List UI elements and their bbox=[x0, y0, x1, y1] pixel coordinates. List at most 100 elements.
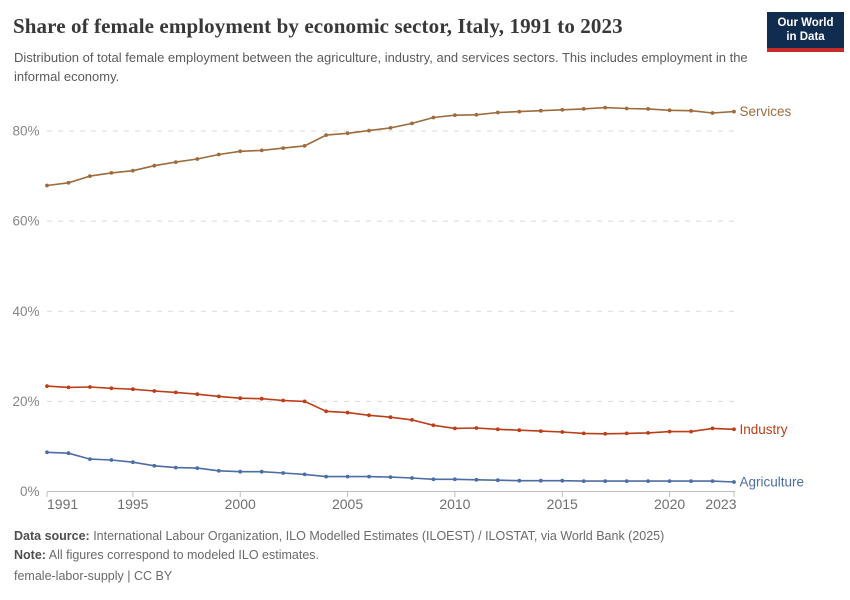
data-point[interactable] bbox=[667, 108, 672, 113]
data-point[interactable] bbox=[302, 399, 307, 404]
data-point[interactable] bbox=[66, 385, 71, 390]
data-point[interactable] bbox=[152, 463, 157, 468]
data-point[interactable] bbox=[388, 415, 393, 420]
data-point[interactable] bbox=[689, 479, 693, 483]
data-point[interactable] bbox=[560, 107, 565, 112]
data-point[interactable] bbox=[152, 389, 157, 393]
data-point[interactable] bbox=[131, 168, 135, 173]
data-point[interactable] bbox=[538, 478, 543, 483]
data-point[interactable] bbox=[710, 426, 715, 431]
data-point[interactable] bbox=[324, 133, 328, 138]
data-point[interactable] bbox=[45, 183, 49, 188]
data-point[interactable] bbox=[517, 478, 522, 483]
data-point[interactable] bbox=[603, 431, 608, 436]
data-point[interactable] bbox=[238, 149, 243, 154]
data-point[interactable] bbox=[646, 431, 650, 435]
data-point[interactable] bbox=[281, 146, 286, 151]
data-point[interactable] bbox=[495, 478, 500, 483]
data-point[interactable] bbox=[216, 394, 221, 399]
data-point[interactable] bbox=[66, 451, 71, 456]
data-point[interactable] bbox=[367, 128, 371, 133]
data-point[interactable] bbox=[624, 479, 629, 483]
data-point[interactable] bbox=[581, 107, 586, 111]
data-point[interactable] bbox=[646, 107, 650, 111]
data-point[interactable] bbox=[560, 478, 565, 483]
data-point[interactable] bbox=[474, 426, 479, 430]
data-point[interactable] bbox=[88, 385, 92, 389]
data-point[interactable] bbox=[152, 163, 157, 168]
data-point[interactable] bbox=[66, 180, 71, 185]
data-point[interactable] bbox=[259, 396, 264, 401]
series-label-agriculture[interactable]: Agriculture bbox=[740, 475, 805, 490]
series-label-industry[interactable]: Industry bbox=[740, 422, 788, 437]
data-point[interactable] bbox=[474, 112, 479, 117]
data-point[interactable] bbox=[173, 465, 178, 470]
data-point[interactable] bbox=[216, 468, 221, 473]
data-point[interactable] bbox=[603, 479, 608, 483]
owid-logo[interactable]: Our World in Data bbox=[767, 12, 844, 52]
data-point[interactable] bbox=[109, 171, 114, 175]
data-point[interactable] bbox=[495, 110, 500, 115]
data-point[interactable] bbox=[538, 429, 543, 433]
data-point[interactable] bbox=[646, 479, 650, 483]
data-point[interactable] bbox=[109, 458, 114, 462]
data-point[interactable] bbox=[281, 398, 286, 403]
data-point[interactable] bbox=[324, 409, 328, 414]
data-point[interactable] bbox=[689, 429, 693, 434]
data-point[interactable] bbox=[131, 460, 135, 465]
data-point[interactable] bbox=[581, 431, 586, 436]
data-point[interactable] bbox=[173, 160, 178, 165]
data-point[interactable] bbox=[710, 111, 715, 115]
data-point[interactable] bbox=[259, 469, 264, 474]
data-point[interactable] bbox=[560, 430, 565, 434]
data-point[interactable] bbox=[517, 109, 522, 114]
series-industry[interactable]: Industry bbox=[45, 384, 788, 437]
data-point[interactable] bbox=[88, 457, 92, 461]
data-point[interactable] bbox=[689, 108, 693, 113]
data-point[interactable] bbox=[495, 427, 500, 432]
data-point[interactable] bbox=[45, 384, 49, 388]
data-point[interactable] bbox=[238, 396, 243, 401]
data-point[interactable] bbox=[302, 472, 307, 477]
data-point[interactable] bbox=[345, 474, 350, 479]
series-agriculture[interactable]: Agriculture bbox=[45, 450, 805, 490]
data-point[interactable] bbox=[324, 474, 328, 479]
data-point[interactable] bbox=[431, 115, 436, 120]
series-services[interactable]: Services bbox=[45, 104, 792, 188]
data-point[interactable] bbox=[667, 479, 672, 483]
data-point[interactable] bbox=[238, 469, 243, 474]
data-point[interactable] bbox=[45, 450, 49, 455]
data-point[interactable] bbox=[367, 413, 371, 418]
data-point[interactable] bbox=[732, 480, 736, 484]
series-label-services[interactable]: Services bbox=[740, 104, 792, 119]
data-point[interactable] bbox=[195, 392, 200, 397]
data-point[interactable] bbox=[538, 108, 543, 113]
data-point[interactable] bbox=[388, 126, 393, 130]
data-point[interactable] bbox=[109, 386, 114, 391]
data-point[interactable] bbox=[195, 157, 200, 161]
data-point[interactable] bbox=[431, 423, 436, 428]
data-series[interactable]: Services Industry Agriculture bbox=[45, 104, 805, 490]
data-point[interactable] bbox=[667, 429, 672, 434]
data-point[interactable] bbox=[410, 121, 414, 126]
data-point[interactable] bbox=[410, 418, 414, 422]
data-point[interactable] bbox=[88, 174, 92, 179]
data-point[interactable] bbox=[216, 152, 221, 157]
data-point[interactable] bbox=[624, 431, 629, 436]
data-point[interactable] bbox=[195, 466, 200, 470]
data-point[interactable] bbox=[603, 105, 608, 110]
data-point[interactable] bbox=[431, 477, 436, 482]
data-point[interactable] bbox=[281, 471, 286, 475]
data-point[interactable] bbox=[388, 475, 393, 479]
attribution-line[interactable]: female-labor-supply | CC BY bbox=[14, 569, 173, 583]
data-point[interactable] bbox=[581, 479, 586, 483]
data-point[interactable] bbox=[453, 477, 457, 482]
data-point[interactable] bbox=[367, 474, 371, 479]
data-point[interactable] bbox=[173, 390, 178, 395]
data-point[interactable] bbox=[259, 148, 264, 153]
data-point[interactable] bbox=[453, 113, 457, 118]
data-point[interactable] bbox=[345, 131, 350, 136]
data-point[interactable] bbox=[624, 106, 629, 111]
data-point[interactable] bbox=[410, 476, 414, 480]
